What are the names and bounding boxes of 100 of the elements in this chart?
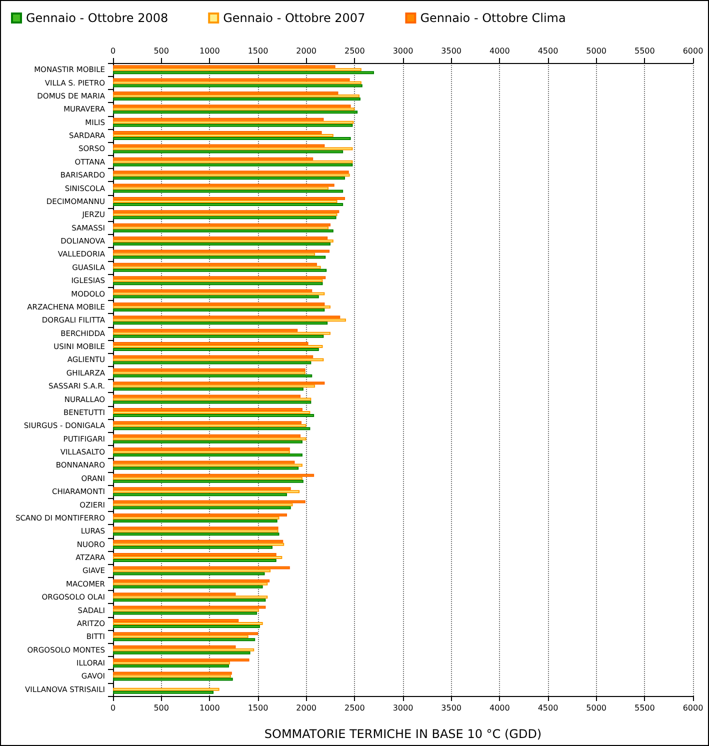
bar	[113, 84, 362, 88]
bar	[113, 645, 236, 648]
bar	[113, 223, 330, 226]
bar	[113, 328, 298, 332]
bar	[113, 292, 325, 296]
bar	[113, 410, 310, 414]
bar	[113, 474, 314, 477]
bar	[113, 213, 338, 216]
bar	[113, 506, 291, 510]
x2-tick-label: 2000	[296, 46, 317, 56]
bar	[113, 279, 323, 282]
bar	[113, 572, 265, 576]
bar	[113, 316, 340, 319]
bar	[113, 242, 330, 246]
bar	[113, 638, 256, 642]
legend-label: Gennaio - Ottobre 2008	[26, 11, 168, 25]
bar	[113, 608, 259, 612]
bar	[113, 368, 306, 372]
x-tick-label: 2500	[344, 704, 365, 712]
bar	[113, 542, 284, 546]
bar	[113, 97, 360, 100]
bar	[113, 624, 260, 628]
bar	[113, 437, 306, 440]
bar	[113, 361, 312, 364]
x2-tick-label: 1500	[248, 46, 268, 56]
bar	[113, 651, 250, 654]
x2-tick-label: 500	[154, 46, 169, 56]
bar	[113, 500, 306, 504]
x-tick-label: 1000	[199, 704, 220, 712]
bar	[113, 210, 340, 214]
x2-tick-label: 3500	[441, 46, 462, 56]
bar	[113, 598, 266, 602]
bar	[113, 91, 338, 94]
bar	[113, 174, 350, 177]
bar	[113, 176, 345, 180]
bar	[113, 480, 304, 483]
bar	[113, 556, 282, 560]
bar	[113, 414, 314, 417]
bar	[113, 131, 322, 134]
bar	[113, 582, 268, 586]
bar	[113, 289, 312, 292]
bar	[113, 427, 310, 430]
bar	[113, 124, 353, 127]
bar	[113, 450, 290, 454]
x-tick-label: 500	[154, 704, 169, 712]
bar	[113, 493, 287, 496]
bar	[113, 150, 344, 154]
bar	[113, 216, 336, 220]
bar	[113, 68, 362, 72]
bar	[113, 137, 351, 140]
bar	[113, 358, 324, 362]
bar	[113, 516, 280, 520]
bar	[113, 592, 236, 596]
x2-tick-label: 6000	[682, 46, 704, 56]
bar	[113, 240, 334, 243]
bar	[113, 606, 266, 609]
bar	[113, 374, 312, 378]
bar	[113, 579, 270, 582]
bar	[113, 262, 317, 266]
x2-tick-label: 2500	[344, 46, 365, 56]
bar	[113, 559, 276, 562]
bar	[113, 268, 327, 272]
bar	[113, 71, 374, 74]
x-tick-label: 4500	[538, 704, 558, 712]
bar	[113, 454, 302, 457]
bar	[113, 252, 316, 256]
bar	[113, 424, 306, 428]
x-tick-label: 6000	[682, 704, 704, 712]
bar	[113, 678, 233, 681]
bar	[113, 190, 344, 193]
bar	[113, 282, 323, 286]
bar	[113, 157, 314, 160]
bar	[113, 78, 350, 82]
bar	[113, 186, 329, 190]
bar	[113, 553, 276, 556]
bar	[113, 635, 248, 638]
bar	[113, 532, 280, 536]
bar	[113, 460, 295, 464]
bar	[113, 546, 272, 549]
bar	[113, 596, 268, 599]
bar	[113, 120, 354, 124]
bar	[113, 398, 312, 401]
bar	[113, 229, 334, 232]
bar	[113, 295, 319, 298]
bar	[113, 503, 293, 506]
bar	[113, 163, 353, 166]
bar	[113, 144, 325, 148]
x2-tick-label: 1000	[199, 46, 220, 56]
bar	[113, 513, 287, 516]
bar	[113, 202, 344, 206]
bar	[113, 448, 290, 451]
bar	[113, 658, 250, 662]
bar	[113, 394, 301, 398]
x-tick-label: 1500	[248, 704, 268, 712]
bar	[113, 345, 323, 348]
bar	[113, 674, 231, 678]
bar	[113, 618, 239, 622]
bar	[113, 160, 353, 164]
x2-tick-label: 3000	[392, 46, 414, 56]
x-tick-label: 5500	[634, 704, 655, 712]
